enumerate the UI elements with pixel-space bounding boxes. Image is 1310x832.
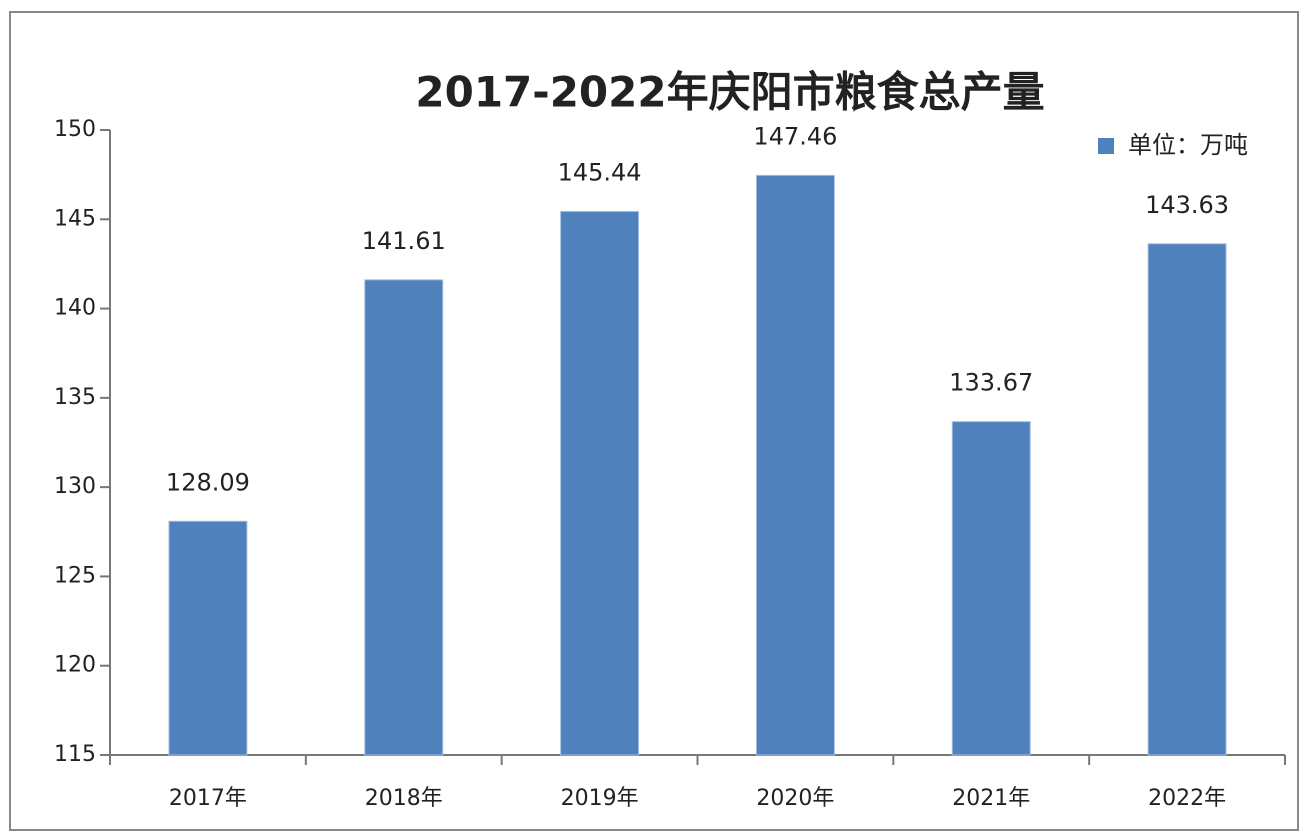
chart-title: 2017-2022年庆阳市粮食总产量 xyxy=(415,68,1044,117)
y-tick-label: 115 xyxy=(54,742,96,767)
y-tick-label: 140 xyxy=(54,296,96,321)
data-label: 133.67 xyxy=(949,369,1033,397)
y-tick-label: 130 xyxy=(54,474,96,499)
y-tick-label: 125 xyxy=(54,563,96,588)
x-tick-label: 2021年 xyxy=(952,786,1030,811)
bar xyxy=(1147,243,1227,756)
data-label: 128.09 xyxy=(166,468,250,496)
y-tick-label: 145 xyxy=(54,206,96,231)
y-tick-label: 135 xyxy=(54,385,96,410)
data-label: 147.46 xyxy=(753,122,837,150)
bar xyxy=(364,279,444,756)
bar xyxy=(560,210,640,756)
legend-label: 单位：万吨 xyxy=(1128,131,1248,159)
legend-swatch xyxy=(1098,138,1114,154)
y-tick-label: 120 xyxy=(54,653,96,678)
x-tick-label: 2022年 xyxy=(1148,786,1226,811)
x-tick-label: 2018年 xyxy=(365,786,443,811)
x-tick-label: 2017年 xyxy=(169,786,247,811)
data-label: 145.44 xyxy=(558,158,642,186)
x-tick-label: 2020年 xyxy=(756,786,834,811)
bar xyxy=(168,520,248,756)
x-tick-label: 2019年 xyxy=(561,786,639,811)
bar xyxy=(755,174,835,756)
data-label: 143.63 xyxy=(1145,191,1229,219)
y-tick-label: 150 xyxy=(54,117,96,142)
bar xyxy=(951,421,1031,756)
data-label: 141.61 xyxy=(362,227,446,255)
